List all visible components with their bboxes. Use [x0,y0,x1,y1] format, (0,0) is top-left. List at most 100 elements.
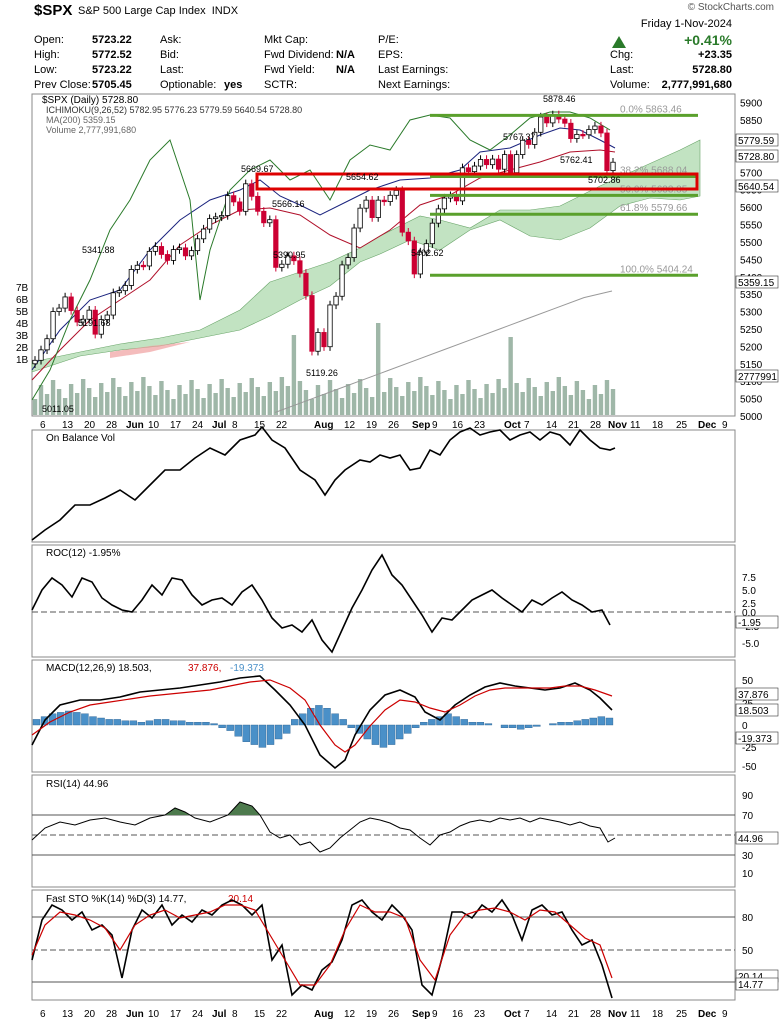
price-panel-frame [31,93,736,417]
candle-body [273,219,279,268]
macd-hist-bar [202,722,210,726]
low-value: 5723.22 [92,64,132,76]
x-tick: 19 [366,420,378,431]
x-tick: 18 [652,420,664,431]
value-box-label: 5779.59 [738,136,775,147]
macd-hist-bar [508,724,517,728]
candle-body [465,167,472,173]
volume-bar [86,388,92,415]
candle-body [32,359,38,365]
resistance-highlight-box [255,172,699,191]
macd-hist-bar [97,717,105,726]
volume-bar [195,389,200,415]
volume-bar [285,386,291,415]
optionable-label: Optionable: [160,79,217,91]
volume-legend: Volume 2,777,991,680 [46,125,136,135]
x-tick: Nov [608,420,627,431]
candle-body [483,159,490,166]
x-tick-bottom: 16 [452,1009,464,1020]
candle-body [538,116,544,133]
x-tick-bottom: 9 [722,1009,728,1020]
volume-bar [225,388,230,415]
volume-bar [448,399,453,415]
macd-hist-bar [549,723,557,726]
ichimoku-cloud [31,139,701,373]
value-box-label: 14.77 [738,980,763,991]
roc-y-tick: -5.0 [742,639,760,650]
volume-bar [231,397,236,415]
volume-bar [50,380,56,415]
macd-hist-bar [557,722,565,726]
fib-label: 61.8% 5579.66 [620,203,688,214]
macd-hist-bar [226,724,234,731]
macd-hist-bar [323,708,331,726]
macd-hist-bar [452,716,460,726]
x-tick-bottom: 15 [254,1009,266,1020]
volume-bar [394,387,399,415]
last-earnings-label: Last Earnings: [378,64,449,76]
candle-body [116,290,122,294]
volume-bar [556,377,562,415]
volume-bar [454,385,459,415]
rsi-legend: RSI(14) 44.96 [46,779,109,790]
volume-bar [430,395,435,415]
candle-body [291,255,297,262]
volume-bar [357,379,363,415]
macd-hist-bar [525,724,533,728]
macd-hist-bar [234,724,242,737]
volume-y-tick: 7B [16,283,29,294]
volume-bar [201,398,206,415]
candle-body [176,247,183,251]
candle-body [351,227,357,259]
volume-bar [526,378,531,415]
candle-body [417,251,423,275]
candle-body [122,285,128,292]
candle-body [146,250,152,267]
candle-body [598,125,604,134]
volume-bar [484,384,489,415]
volume-bar [400,396,405,415]
macd-hist-bar [186,722,194,726]
value-box [735,687,779,701]
volume-bar [177,385,182,415]
price-annotation: 5390.95 [273,250,306,260]
candle-body [345,257,351,266]
price-annotation: 5191.68 [78,318,111,328]
rsi-y-tick: 10 [742,869,754,880]
volume-bar [502,388,507,415]
macd-hist-bar [218,724,226,728]
volume-bar [327,380,333,415]
chg-value: +23.35 [698,49,732,61]
candle-body [586,129,592,136]
value-box [735,615,779,629]
candle-body [357,207,363,229]
volume-bar [219,379,224,415]
value-box-label: 2777991 [738,372,777,383]
macd-hist-bar [403,724,412,734]
macd-hist-bar [291,719,299,726]
candle-body [98,319,104,335]
date: Friday 1-Nov-2024 [640,18,732,30]
change-percent: +0.41% [684,32,732,48]
volume-bar [333,389,339,415]
volume-bar [93,397,98,415]
candle-body [496,158,502,170]
x-tick-bottom: 22 [276,1009,288,1020]
price-annotation: 5767.37 [503,132,536,142]
macd-hist-bar [597,716,606,726]
x-tick: 10 [148,420,160,431]
candle-body [526,139,532,145]
price-y-tick: 5600 [740,203,763,214]
value-box-label: 20.14 [738,972,763,983]
volume-bar [309,399,315,415]
price-y-tick: 5550 [740,221,763,232]
price-legend: $SPX (Daily) 5728.80 [42,95,139,106]
macd-hist-bar [266,724,275,745]
volume-bar [490,393,495,415]
price-y-tick: 5250 [740,325,763,336]
candle-body [267,219,273,224]
candle-body [207,218,213,230]
volume-bar [598,394,604,415]
fwd-yield-label: Fwd Yield: [264,64,315,76]
macd-hist-bar [565,722,573,726]
